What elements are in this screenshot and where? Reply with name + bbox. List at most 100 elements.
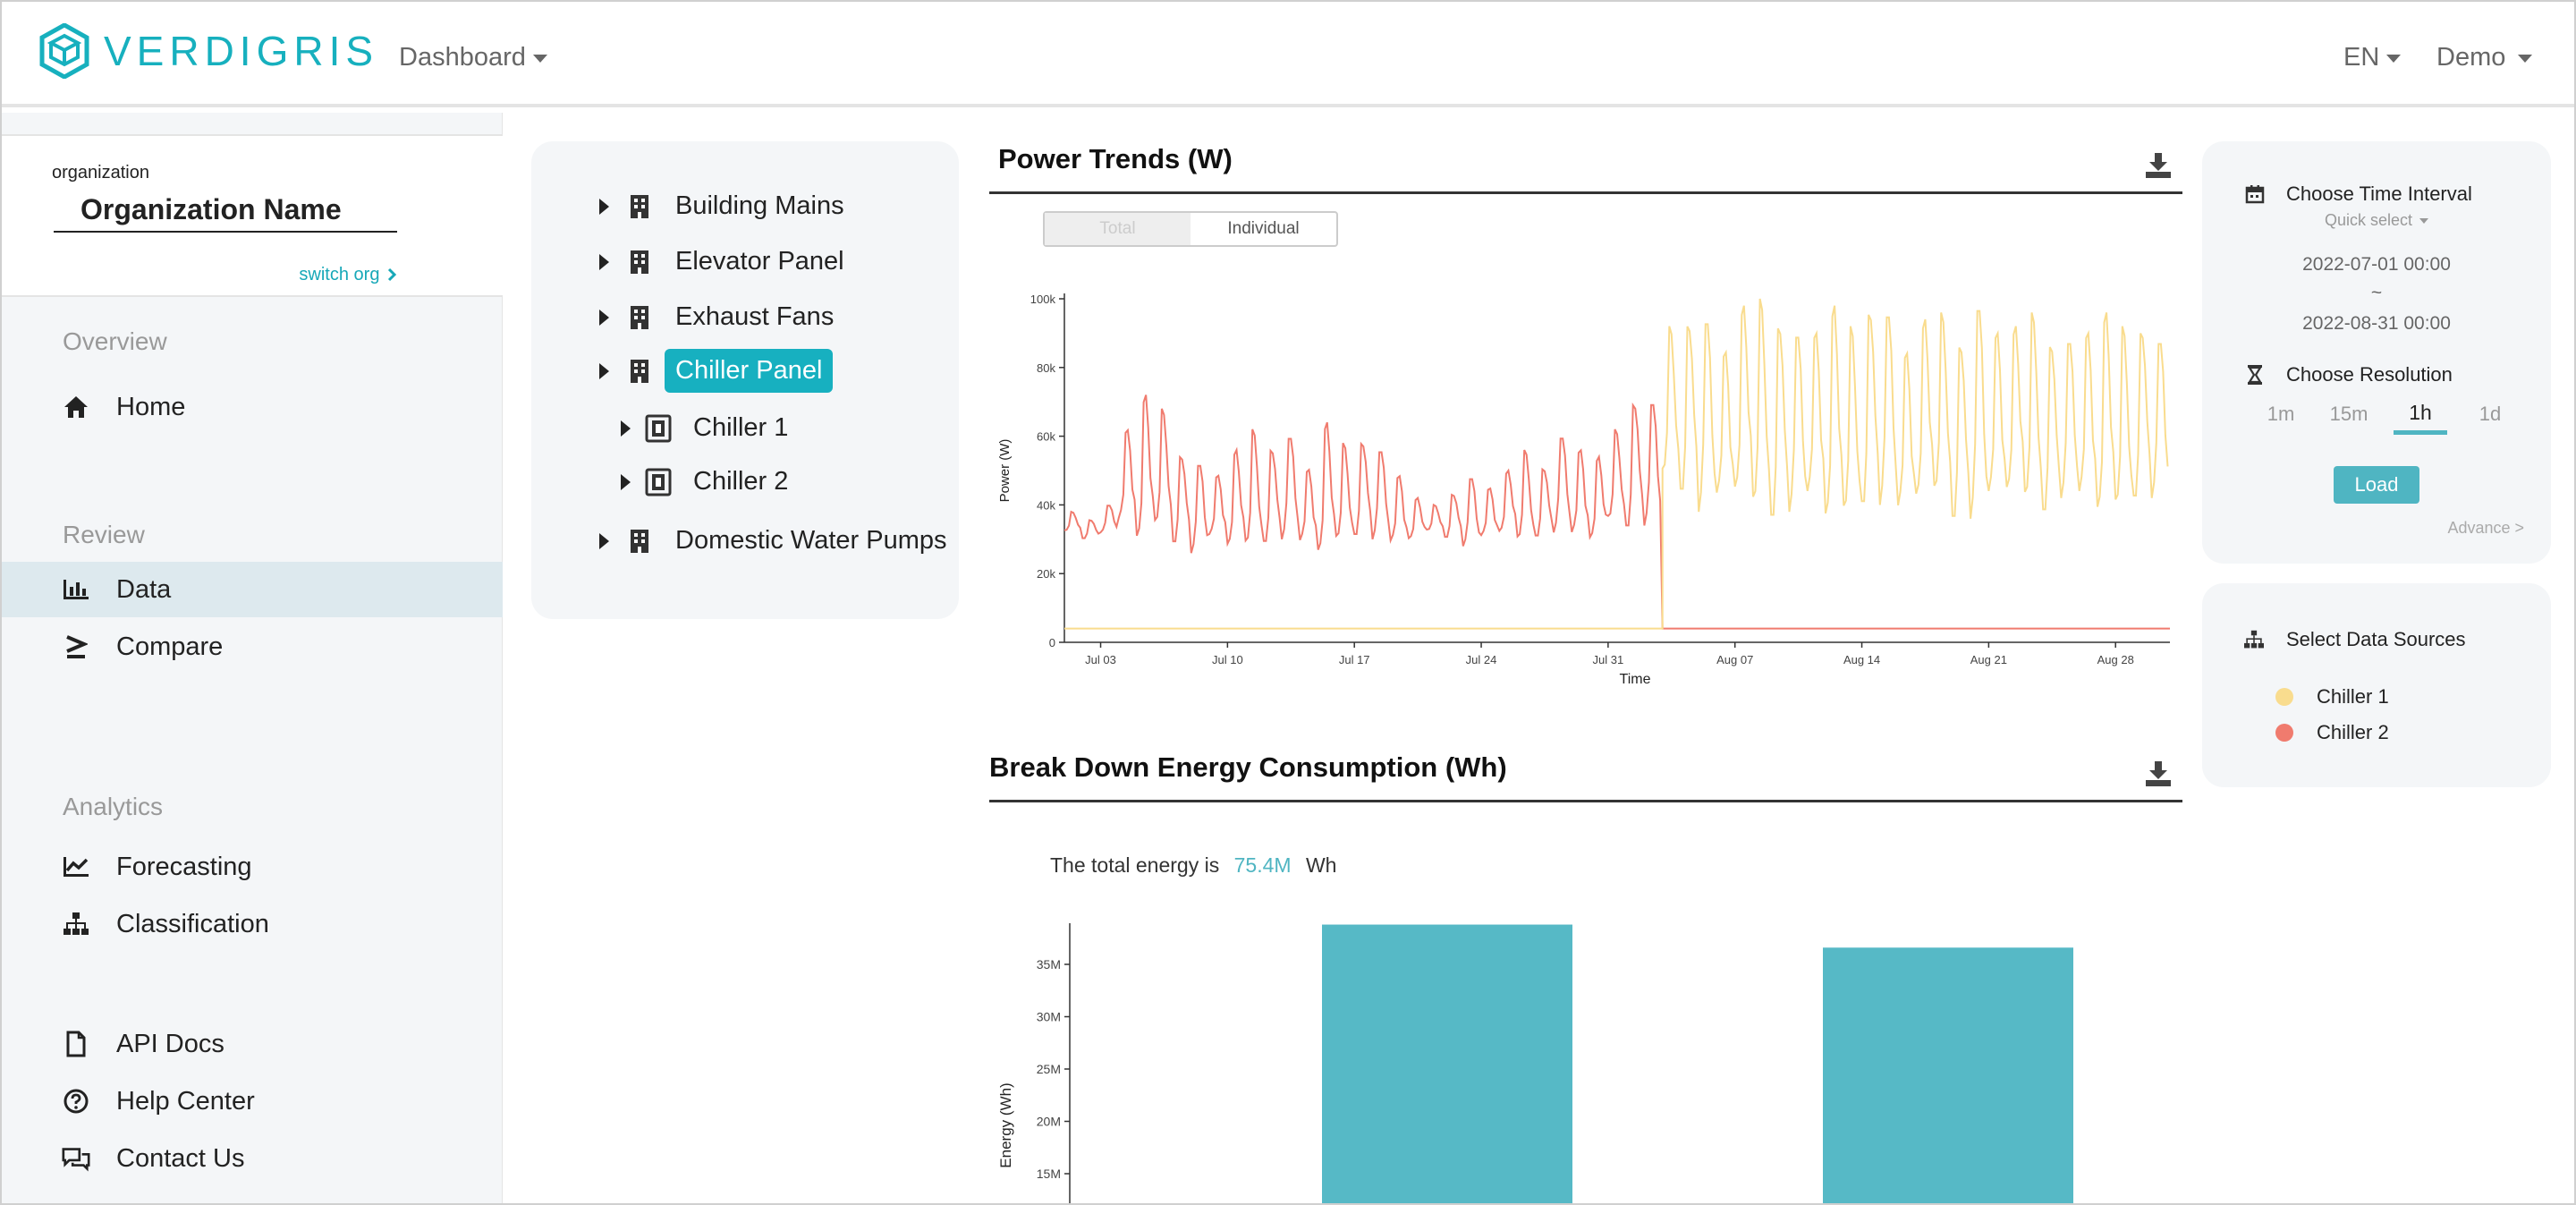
chevron-down-icon [2419,218,2429,225]
expand-arrow-icon[interactable] [621,473,631,490]
quick-select-dropdown[interactable]: Quick select [2202,211,2551,230]
tree-label: Domestic Water Pumps [675,526,947,555]
language-dropdown[interactable]: EN [2343,43,2402,72]
x-tick-label: Aug 14 [1843,653,1880,666]
nav-forecasting-label: Forecasting [116,852,252,881]
load-button[interactable]: Load [2334,466,2419,504]
y-tick-label: 100k [1030,293,1056,306]
bar-chart-icon [61,574,91,605]
choose-time-interval-row: Choose Time Interval [2245,182,2472,206]
chat-bubbles-icon [61,1143,91,1174]
y-tick-label: 25M [1037,1062,1061,1076]
expand-arrow-icon[interactable] [599,253,609,270]
y-axis-title: Energy (Wh) [997,1082,1014,1167]
series-line-chiller-1 [1064,298,2169,630]
nav-home[interactable]: Home [2,379,503,435]
brand-logo[interactable]: VERDIGRIS [39,23,378,79]
toggle-individual[interactable]: Individual [1227,219,1300,238]
tree-item-chiller-panel[interactable]: Chiller Panel [599,349,834,393]
nav-data[interactable]: Data [2,562,503,617]
tree-label: Chiller 1 [693,413,789,442]
total-energy-line: The total energy is 75.4M Wh [1050,853,1336,878]
power-trends-title: Power Trends (W) [998,143,1233,174]
expand-arrow-icon[interactable] [599,362,609,379]
sidebar: organization Organization Name switch or… [2,113,503,1203]
nav-help-center[interactable]: Help Center [2,1073,503,1129]
start-date[interactable]: 2022-07-01 00:00 [2302,254,2451,275]
resolution-1d[interactable]: 1d [2479,403,2502,425]
building-icon [631,194,648,218]
brand-name: VERDIGRIS [104,28,379,74]
total-energy-prefix: The total energy is [1050,853,1220,877]
building-icon [631,529,648,553]
hourglass-icon [2248,365,2262,385]
section-overview: Overview [63,327,167,355]
source-chiller-1[interactable]: Chiller 1 [2275,685,2389,709]
question-circle-icon [61,1086,91,1116]
organization-box: organization Organization Name switch or… [2,134,503,297]
x-tick-label: Aug 28 [2097,653,2134,666]
nav-compare[interactable]: Compare [2,619,503,675]
nav-api-docs[interactable]: API Docs [2,1016,503,1072]
x-axis-title: Time [1620,672,1651,687]
tree-item-chiller-1[interactable]: Chiller 1 [621,413,788,443]
tree-item-chiller-2[interactable]: Chiller 2 [621,467,788,496]
tree-item-exhaust-fans[interactable]: Exhaust Fans [599,302,834,332]
select-data-sources-row: Select Data Sources [2243,628,2466,651]
bar-chiller-2 [1823,947,2073,1203]
building-icon [631,359,648,383]
tree-item-domestic-water-pumps[interactable]: Domestic Water Pumps [599,526,947,556]
quick-select-label: Quick select [2324,211,2413,229]
expand-arrow-icon[interactable] [621,420,631,437]
energy-breakdown-title: Break Down Energy Consumption (Wh) [989,751,1507,783]
building-icon [631,250,648,274]
y-tick-label: 60k [1037,430,1055,444]
total-individual-toggle[interactable]: Total Individual [1043,211,1338,247]
dashboard-dropdown[interactable]: Dashboard [399,43,547,72]
expand-arrow-icon[interactable] [599,532,609,549]
bar-chiller-1 [1322,924,1572,1203]
resolution-1m[interactable]: 1m [2267,403,2295,425]
total-energy-unit: Wh [1305,853,1337,877]
end-date[interactable]: 2022-08-31 00:00 [2302,313,2451,334]
nav-contact-us[interactable]: Contact Us [2,1131,503,1186]
energy-title-divider [989,800,2182,802]
download-icon[interactable] [2145,152,2172,179]
series-line-chiller-2 [1063,395,2170,630]
nav-classification-label: Classification [116,909,269,938]
tree-item-building-mains[interactable]: Building Mains [599,191,844,221]
advance-link[interactable]: Advance > [2447,519,2524,537]
source-chiller-2[interactable]: Chiller 2 [2275,721,2389,744]
source-label: Chiller 2 [2317,721,2389,743]
document-icon [61,1029,91,1059]
download-icon[interactable] [2145,760,2172,787]
y-tick-label: 20M [1037,1115,1061,1129]
org-caption: organization [52,163,149,182]
top-bar: VERDIGRIS Dashboard EN Demo [2,2,2574,107]
resolution-1h-selected[interactable]: 1h [2394,401,2447,435]
x-tick-label: Aug 07 [1716,653,1753,666]
resolution-15m[interactable]: 15m [2329,403,2368,425]
expand-arrow-icon[interactable] [599,198,609,215]
nav-classification[interactable]: Classification [2,896,503,952]
source-label: Chiller 1 [2317,685,2389,708]
tree-item-elevator-panel[interactable]: Elevator Panel [599,247,844,276]
nav-api-docs-label: API Docs [116,1029,225,1058]
nav-compare-label: Compare [116,632,224,661]
x-tick-label: Jul 24 [1466,653,1497,666]
user-dropdown[interactable]: Demo [2436,43,2533,72]
chevron-right-icon [387,267,397,282]
toggle-total[interactable]: Total [1045,213,1191,245]
tree-label-selected: Chiller Panel [665,349,834,393]
switch-org-label: switch org [299,265,380,284]
y-tick-label: 30M [1037,1010,1061,1024]
dashboard-label: Dashboard [399,43,526,72]
home-icon [61,392,91,422]
nav-data-label: Data [116,574,172,604]
sitemap-icon [61,909,91,939]
expand-arrow-icon[interactable] [599,309,609,326]
greater-equal-icon [61,632,91,662]
nav-forecasting[interactable]: Forecasting [2,839,503,895]
line-chart-icon [61,852,91,882]
switch-org-link[interactable]: switch org [299,265,397,285]
